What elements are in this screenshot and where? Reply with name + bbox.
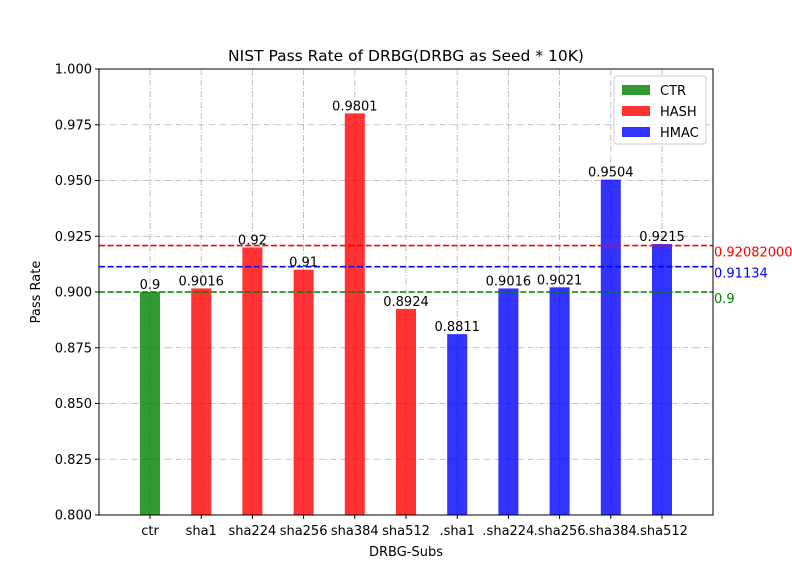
bar-sha1	[191, 288, 212, 515]
x-tick-label: sha1	[186, 524, 217, 539]
x-tick-label: .sha512	[636, 524, 688, 539]
bar-h-sha1	[447, 334, 468, 515]
y-tick-label: 0.950	[55, 174, 92, 189]
bar-h-sha384	[600, 179, 621, 515]
bar-value-label: 0.9016	[178, 274, 224, 289]
x-tick-label: sha256	[280, 524, 328, 539]
bar-sha384	[344, 113, 365, 515]
x-axis-label: DRBG-Subs	[369, 545, 443, 560]
x-tick-label: .sha384	[585, 524, 637, 539]
y-tick-label: 0.825	[55, 453, 92, 468]
y-tick-label: 0.875	[55, 341, 92, 356]
y-tick-label: 1.000	[55, 63, 92, 78]
bar-value-label: 0.91	[289, 256, 318, 271]
bars-layer	[140, 113, 672, 515]
bar-value-label: 0.9	[140, 278, 161, 293]
reference-line-label: 0.92082000	[714, 245, 792, 260]
reference-line-label: 0.91134	[714, 267, 768, 282]
y-tick-label: 0.925	[55, 230, 92, 245]
bar-value-label: 0.92	[238, 233, 267, 248]
bar-h-sha512	[652, 244, 672, 515]
x-tick-label: ctr	[141, 524, 159, 539]
bar-value-label: 0.9016	[486, 274, 532, 289]
x-tick-label: .sha1	[440, 524, 475, 539]
reference-line-label: 0.9	[714, 292, 735, 307]
x-tick-label: sha384	[331, 524, 379, 539]
bar-sha256	[293, 269, 314, 515]
bar-h-sha256	[549, 287, 570, 515]
legend-swatch	[622, 106, 650, 116]
axes-layer: 0.800 0.825 0.850 0.875 0.900 0.925 0.950 0.975…	[55, 63, 714, 539]
legend: CTR HASH HMAC	[613, 75, 707, 145]
bar-value-label: 0.8811	[434, 320, 480, 335]
bar-value-label: 0.9504	[588, 166, 634, 181]
x-tick-label: sha512	[382, 524, 430, 539]
bar-sha512	[396, 308, 416, 515]
bar-value-label: 0.9801	[332, 99, 378, 114]
y-tick-label: 0.800	[55, 509, 92, 524]
reference-lines-layer: 0.92082000 0.91134 0.9	[99, 244, 792, 307]
legend-label: HASH	[660, 105, 697, 120]
x-tick-label: .sha256	[534, 524, 586, 539]
y-tick-label: 0.975	[55, 118, 92, 133]
bar-h-sha224	[498, 288, 519, 515]
bar-sha224	[242, 247, 263, 515]
y-axis-label: Pass Rate	[29, 261, 44, 324]
legend-swatch	[622, 85, 650, 95]
y-tick-label: 0.850	[55, 397, 92, 412]
x-tick-label: sha224	[229, 524, 277, 539]
value-labels-layer: 0.9 0.9016 0.92 0.91 0.9801 0.8924 0.8811 0.901…	[140, 99, 685, 335]
chart-title: NIST Pass Rate of DRBG(DRBG as Seed * 10…	[228, 47, 584, 65]
bar-value-label: 0.9021	[537, 273, 583, 288]
legend-swatch	[622, 127, 650, 137]
bar-value-label: 0.9215	[639, 230, 685, 245]
bar-ctr	[140, 292, 160, 515]
y-tick-label: 0.900	[55, 286, 92, 301]
legend-label: CTR	[660, 84, 686, 99]
bar-value-label: 0.8924	[383, 295, 429, 310]
legend-label: HMAC	[660, 126, 699, 141]
x-tick-label: .sha224	[482, 524, 534, 539]
